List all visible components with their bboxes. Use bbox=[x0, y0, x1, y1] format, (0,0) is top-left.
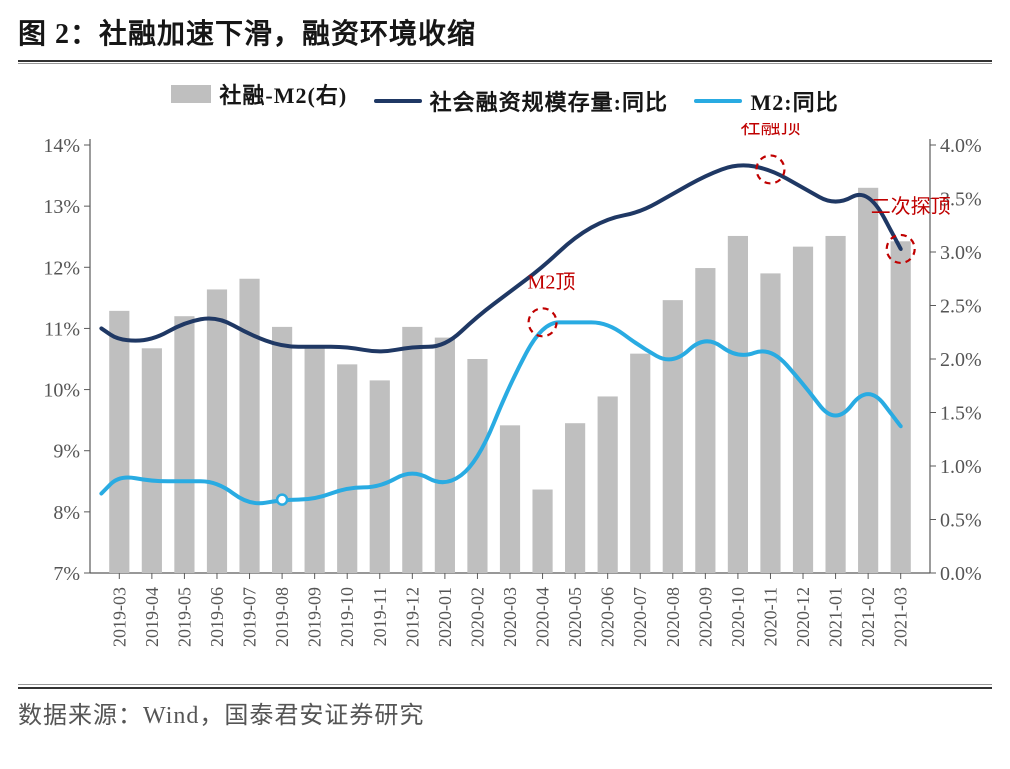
x-tick-label: 2020-08 bbox=[663, 587, 683, 647]
x-tick-label: 2019-09 bbox=[305, 587, 325, 647]
x-tick-label: 2019-04 bbox=[142, 587, 162, 647]
bar bbox=[891, 241, 911, 573]
y-right-tick-label: 3.0% bbox=[940, 242, 982, 264]
x-tick-label: 2019-08 bbox=[272, 587, 292, 647]
bar bbox=[435, 338, 455, 573]
bar bbox=[793, 247, 813, 573]
x-tick-label: 2020-03 bbox=[500, 587, 520, 647]
y-right-tick-label: 4.0% bbox=[940, 135, 982, 157]
bar bbox=[402, 327, 422, 573]
bar-swatch-icon bbox=[171, 85, 211, 103]
bar bbox=[825, 236, 845, 573]
x-tick-label: 2019-05 bbox=[174, 587, 194, 647]
y-right-tick-label: 0.0% bbox=[940, 563, 982, 585]
legend-label-bars: 社融-M2(右) bbox=[219, 78, 347, 110]
bar bbox=[565, 423, 585, 573]
chart-area: 7% 8% 9% 10% 11% 12% 13% 14% 0.0% 0.5% 1.0% 1.5% 2.0… bbox=[18, 123, 992, 683]
x-tick-label: 2019-12 bbox=[402, 587, 422, 647]
line-swatch-cyan-icon bbox=[694, 99, 742, 103]
bar bbox=[370, 380, 390, 573]
x-tick-label: 2019-11 bbox=[370, 587, 390, 646]
bar bbox=[305, 346, 325, 573]
x-tick-label: 2020-10 bbox=[728, 587, 748, 647]
bar bbox=[858, 188, 878, 573]
x-tick-label: 2020-07 bbox=[630, 587, 650, 647]
annotation-label: 社融顶 bbox=[740, 123, 800, 138]
x-tick-label: 2019-06 bbox=[207, 587, 227, 647]
legend-label-line1: 社会融资规模存量:同比 bbox=[430, 85, 668, 117]
x-tick-label: 2021-01 bbox=[826, 587, 846, 647]
title-rule-sub bbox=[18, 63, 992, 64]
y-left-tick-label: 12% bbox=[43, 257, 80, 279]
x-tick-label: 2020-04 bbox=[533, 587, 553, 647]
x-tick-label: 2020-11 bbox=[760, 587, 780, 646]
y-right-tick-label: 1.5% bbox=[940, 403, 982, 425]
bar bbox=[630, 354, 650, 573]
bar bbox=[174, 316, 194, 573]
bar bbox=[728, 236, 748, 573]
y-left-tick-label: 8% bbox=[53, 502, 80, 524]
x-tick-label: 2020-06 bbox=[598, 587, 618, 647]
bar bbox=[760, 273, 780, 573]
bar bbox=[337, 364, 357, 573]
x-tick-label: 2020-02 bbox=[467, 587, 487, 647]
bar bbox=[142, 348, 162, 573]
y-left-tick-label: 7% bbox=[53, 563, 80, 585]
legend-item-bars: 社融-M2(右) bbox=[171, 78, 347, 110]
annotation-label: 二次探顶 bbox=[871, 195, 951, 218]
data-source: 数据来源：Wind，国泰君安证券研究 bbox=[18, 689, 992, 730]
bar bbox=[239, 279, 259, 573]
legend-label-line2: M2:同比 bbox=[750, 85, 838, 117]
y-right-tick-label: 1.0% bbox=[940, 456, 982, 478]
y-left-tick-label: 13% bbox=[43, 196, 80, 218]
line-swatch-dark-icon bbox=[374, 99, 422, 103]
bar bbox=[695, 268, 715, 573]
bar bbox=[598, 396, 618, 573]
annotation-label: M2顶 bbox=[528, 271, 576, 293]
title-rule-top bbox=[18, 60, 992, 62]
x-tick-label: 2019-03 bbox=[109, 587, 129, 647]
x-tick-label: 2020-12 bbox=[793, 587, 813, 647]
y-right-tick-label: 2.5% bbox=[940, 296, 982, 318]
bar bbox=[109, 311, 129, 573]
legend: 社融-M2(右) 社会融资规模存量:同比 M2:同比 bbox=[18, 78, 992, 117]
chart-svg: 7% 8% 9% 10% 11% 12% 13% 14% 0.0% 0.5% 1.0% 1.5% 2.0… bbox=[18, 123, 992, 683]
figure-title: 图 2：社融加速下滑，融资环境收缩 bbox=[18, 12, 992, 58]
y-right-tick-label: 0.5% bbox=[940, 510, 982, 532]
m2-marker bbox=[277, 495, 287, 505]
legend-item-line1: 社会融资规模存量:同比 bbox=[374, 85, 668, 117]
bar bbox=[532, 490, 552, 573]
y-left-tick-label: 11% bbox=[44, 318, 80, 340]
y-right-tick-label: 2.0% bbox=[940, 349, 982, 371]
x-tick-label: 2020-09 bbox=[695, 587, 715, 647]
x-tick-label: 2019-10 bbox=[337, 587, 357, 647]
bar bbox=[207, 289, 227, 573]
x-tick-label: 2020-01 bbox=[435, 587, 455, 647]
footer-rule-sub bbox=[18, 684, 992, 685]
bar bbox=[500, 425, 520, 573]
legend-item-line2: M2:同比 bbox=[694, 85, 838, 117]
y-left-tick-label: 9% bbox=[53, 441, 80, 463]
y-left-tick-label: 14% bbox=[43, 135, 80, 157]
x-tick-label: 2019-07 bbox=[240, 587, 260, 647]
bar bbox=[663, 300, 683, 573]
x-tick-label: 2020-05 bbox=[565, 587, 585, 647]
x-tick-label: 2021-02 bbox=[858, 587, 878, 647]
y-left-tick-label: 10% bbox=[43, 380, 80, 402]
x-tick-label: 2021-03 bbox=[891, 587, 911, 647]
bar bbox=[272, 327, 292, 573]
